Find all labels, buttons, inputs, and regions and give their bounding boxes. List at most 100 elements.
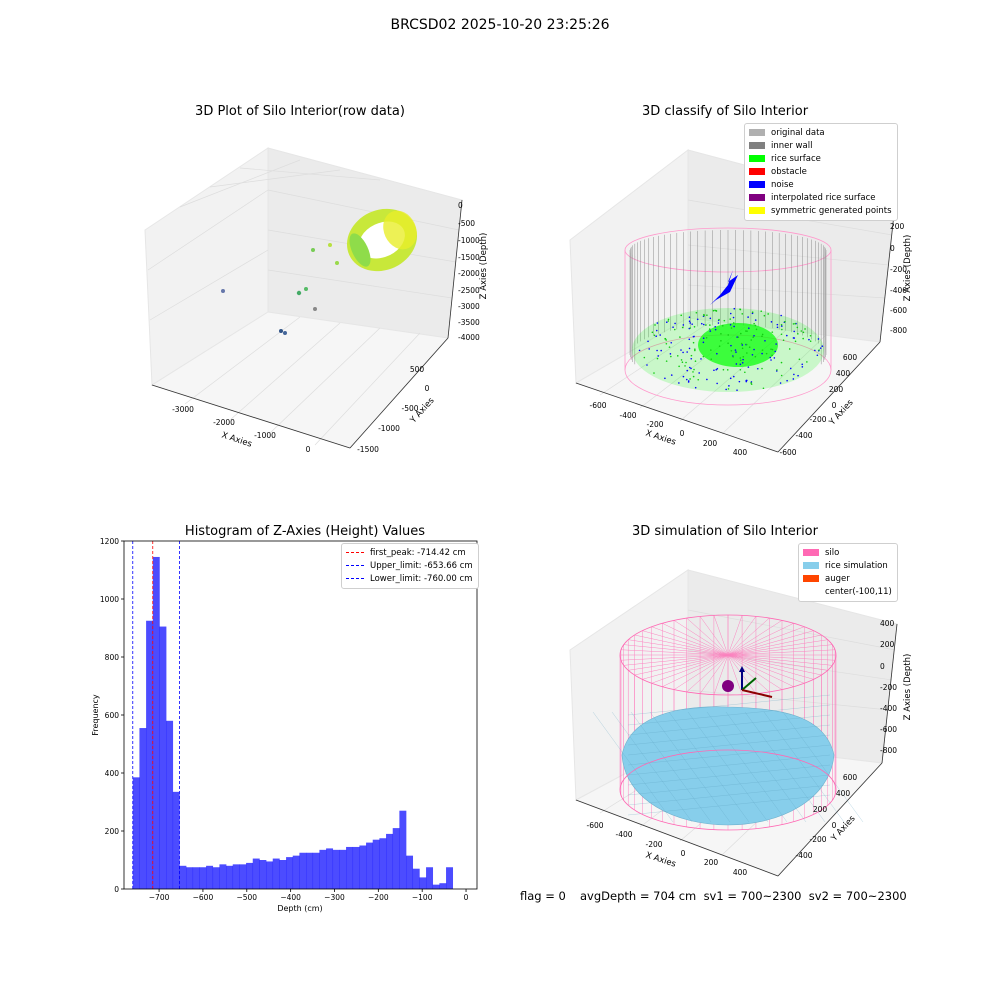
histogram-xtick-label: −700 [149, 893, 170, 902]
raw-xtick: -3000 [172, 405, 194, 414]
histogram-bar [339, 849, 347, 889]
histogram-xtick-label: 0 [464, 893, 469, 902]
classify-3d-plot[interactable]: -600 -400 -200 0 200 400 600 400 200 0 -… [500, 0, 1000, 500]
histogram-ytick-label: 600 [105, 711, 120, 720]
classify-xtick: -200 [646, 420, 663, 429]
legend-item-original-data: original data [749, 126, 892, 139]
rice-surface-points [643, 308, 820, 390]
histogram-bar [172, 791, 180, 889]
histogram-bar [132, 777, 140, 889]
simulation-3d-plot[interactable]: -600 -400 -200 0 200 400 600 400 200 0 -… [500, 500, 1000, 890]
histogram-bar [152, 556, 160, 889]
classify-legend: original data inner wall rice surface ob… [744, 123, 898, 221]
histogram-bar [246, 862, 254, 889]
raw-3d-plot[interactable]: -3000 -2000 -1000 0 500 0 -500 -1000 -15… [0, 0, 500, 500]
classify-ytick: 600 [843, 353, 858, 362]
simulation-ytick: 0 [832, 821, 837, 830]
raw-ztick: 0 [458, 201, 463, 210]
legend-item-obstacle: obstacle [749, 165, 892, 178]
classify-zlabel: Z Axies (Depth) [903, 235, 913, 302]
simulation-ytick: 400 [836, 789, 851, 798]
histogram-bar [266, 861, 274, 889]
raw-ztick: -2500 [458, 286, 480, 295]
raw-zlabel: Z Axies (Depth) [479, 233, 489, 300]
classify-xtick: 0 [680, 429, 685, 438]
legend-item-symmetric-generated-points: symmetric generated points [749, 204, 892, 217]
histogram-ytick-label: 400 [105, 769, 120, 778]
histogram-ytick-label: 200 [105, 827, 120, 836]
histogram-ytick-label: 0 [114, 885, 119, 894]
histogram-legend: first_peak: -714.42 cm Upper_limit: -653… [341, 543, 479, 589]
simulation-xtick: 200 [704, 858, 719, 867]
raw-ytick: -500 [401, 404, 418, 413]
histogram-bar [372, 839, 380, 889]
histogram-bar [366, 842, 374, 889]
legend-item-noise: noise [749, 178, 892, 191]
depth-stats-text: avgDepth = 704 cm sv1 = 700~2300 sv2 = 7… [580, 889, 907, 903]
histogram-xtick-label: −500 [236, 893, 257, 902]
histogram-bar [179, 865, 187, 889]
simulation-xlabel: X Axies [644, 850, 677, 869]
simulation-ztick: -800 [880, 746, 897, 755]
histogram-bar [279, 860, 287, 889]
histogram-bar [146, 620, 154, 889]
histogram-bar [186, 867, 194, 889]
simulation-zlabel: Z Axies (Depth) [903, 654, 913, 721]
rice-simulation-mesh [592, 694, 864, 823]
histogram-bar [386, 833, 394, 889]
histogram-bar [306, 852, 314, 889]
classify-xlabel: X Axies [644, 428, 677, 447]
classify-ytick: 200 [829, 385, 844, 394]
histogram-bar [226, 865, 234, 889]
histogram-bar [319, 849, 327, 889]
raw-ztick: -1000 [458, 236, 480, 245]
simulation-ytick: 200 [813, 805, 828, 814]
raw-ytick: -1000 [378, 424, 400, 433]
histogram-bar [406, 855, 414, 889]
histogram-ytick-label: 1200 [100, 537, 119, 546]
figure-title: BRCSD02 2025-10-20 23:25:26 [390, 17, 610, 33]
raw-ytick: 500 [410, 365, 425, 374]
simulation-xtick: -400 [615, 830, 632, 839]
raw-ytick: -1500 [357, 445, 379, 454]
classify-silo [624, 227, 832, 406]
histogram-xtick-label: −100 [412, 893, 433, 902]
histogram-bar [166, 720, 174, 889]
simulation-ytick: -200 [809, 835, 826, 844]
simulation-ztick: 400 [880, 619, 895, 628]
histogram-vlines [132, 541, 180, 889]
histogram-bar [232, 864, 240, 889]
histogram-bar [219, 864, 227, 889]
raw-ztick: -1500 [458, 253, 480, 262]
classify-ztick: 0 [890, 244, 895, 253]
histogram-bar [292, 855, 300, 889]
histogram-bar [326, 848, 334, 889]
raw-xlabel: X Axies [220, 430, 253, 449]
classify-ztick: -800 [890, 326, 907, 335]
legend-item-rice-simulation: rice simulation [803, 559, 892, 572]
histogram-xtick-label: −400 [280, 893, 301, 902]
legend-item-first-peak: first_peak: -714.42 cm [346, 546, 473, 559]
simulation-ztick: -600 [880, 725, 897, 734]
histogram-bar [359, 845, 367, 889]
legend-item-auger: auger [803, 572, 892, 585]
simulation-xtick: 400 [733, 868, 748, 877]
center-marker [722, 680, 734, 692]
simulation-xtick: -600 [586, 821, 603, 830]
simulation-plot-title: 3D simulation of Silo Interior [632, 524, 818, 539]
classify-ztick: -400 [890, 286, 907, 295]
legend-item-upper-limit: Upper_limit: -653.66 cm [346, 559, 473, 572]
histogram-xtick-label: −300 [324, 893, 345, 902]
histogram-xtick-label: −200 [368, 893, 389, 902]
legend-item-inner-wall: inner wall [749, 139, 892, 152]
histogram-bar [379, 838, 387, 889]
legend-item-rice-surface: rice surface [749, 152, 892, 165]
simulation-ztick: -200 [880, 683, 897, 692]
histogram-bar [439, 883, 447, 889]
legend-item-interpolated-rice-surface: interpolated rice surface [749, 191, 892, 204]
inner-wall-lines [629, 230, 827, 365]
histogram-bar [352, 846, 360, 889]
histogram-chart[interactable]: −700 −600 −500 −400 −300 −200 −100 0 0 200 400 600… [0, 500, 500, 930]
classify-xtick: -600 [589, 401, 606, 410]
raw-axis-ticks: -3000 -2000 -1000 0 500 0 -500 -1000 -15… [172, 201, 480, 454]
